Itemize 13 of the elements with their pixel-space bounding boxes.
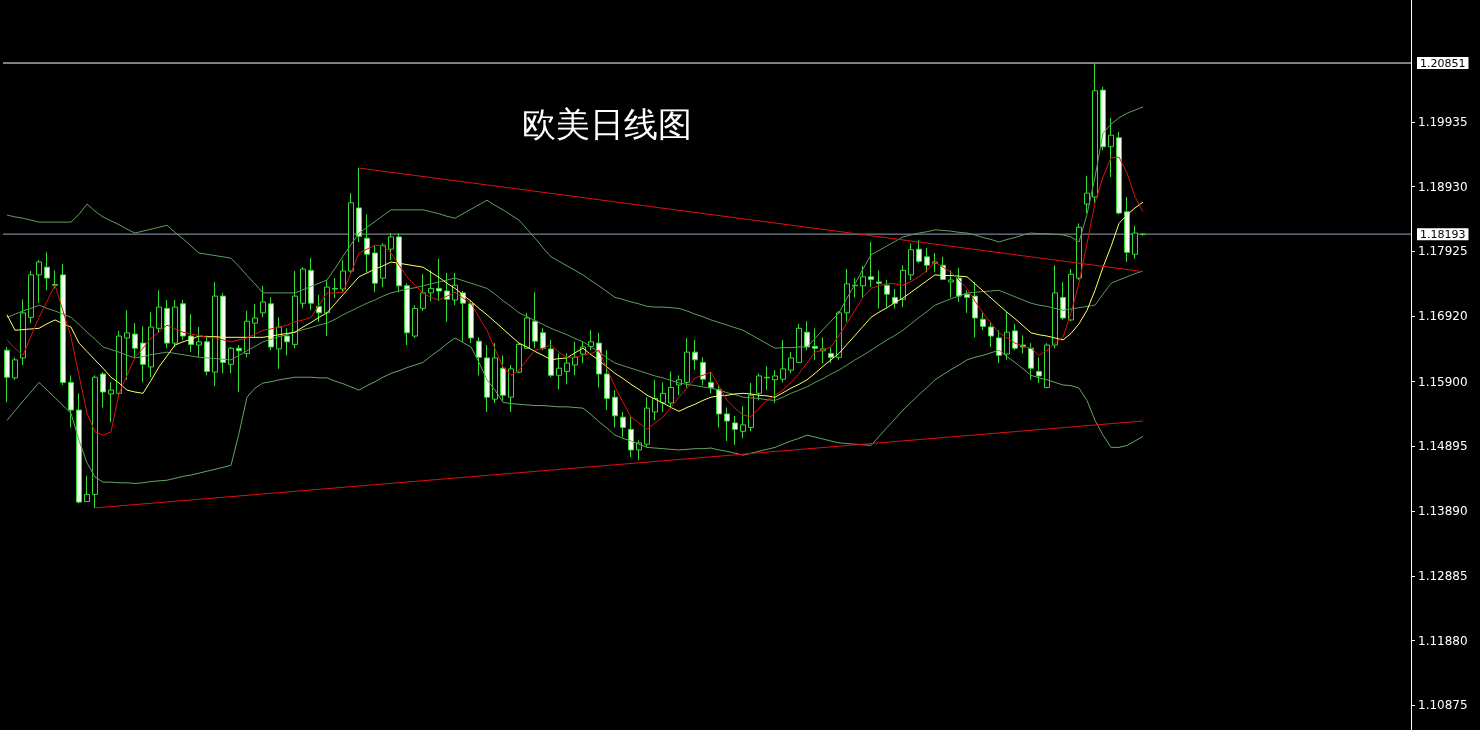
y-tick-label: 1.11880	[1418, 633, 1468, 648]
y-tick-label: 1.12885	[1418, 568, 1468, 583]
ref-line-label: 1.20851	[1420, 56, 1466, 70]
y-tick-label: 1.13890	[1418, 504, 1468, 519]
y-tick-label: 1.10875	[1418, 698, 1468, 713]
y-tick-label: 1.16920	[1418, 309, 1468, 324]
y-tick-label: 1.15900	[1418, 374, 1468, 389]
y-tick-label: 1.17925	[1418, 244, 1468, 259]
y-tick-label: 1.18930	[1418, 179, 1468, 194]
ref-line-label: 1.18193	[1420, 227, 1466, 241]
text: 欧美日线图	[522, 104, 692, 144]
y-tick-label: 1.14895	[1418, 439, 1468, 454]
y-tick-label: 1.19935	[1418, 114, 1468, 129]
